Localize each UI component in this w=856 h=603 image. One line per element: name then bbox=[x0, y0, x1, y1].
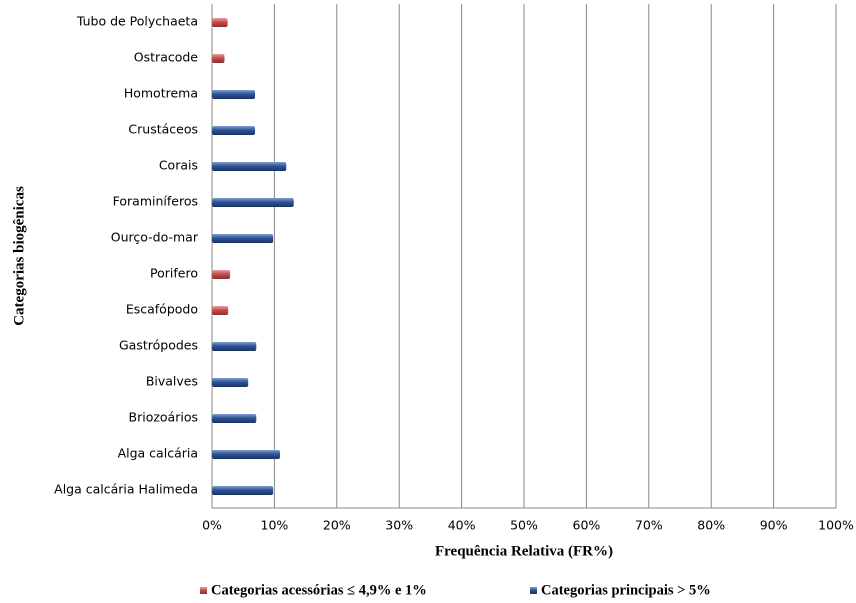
x-tick-label: 70% bbox=[635, 518, 663, 533]
bar bbox=[212, 234, 274, 243]
bar bbox=[212, 414, 257, 423]
x-tick-label: 80% bbox=[697, 518, 725, 533]
y-tick-label: Gastrópodes bbox=[119, 338, 198, 353]
legend-label: Categorias principais > 5% bbox=[541, 582, 711, 598]
x-tick-label: 10% bbox=[261, 518, 289, 533]
x-tick-label: 30% bbox=[385, 518, 413, 533]
x-tick-label: 50% bbox=[510, 518, 538, 533]
x-tick-label: 60% bbox=[573, 518, 601, 533]
y-tick-label: Bivalves bbox=[146, 374, 198, 389]
bar bbox=[212, 54, 225, 63]
y-tick-label: Briozoários bbox=[129, 410, 198, 425]
bar bbox=[212, 90, 256, 99]
y-tick-label: Foraminíferos bbox=[113, 194, 198, 209]
y-tick-label: Homotrema bbox=[124, 86, 198, 101]
x-tick-label: 100% bbox=[818, 518, 854, 533]
x-tick-label: 90% bbox=[760, 518, 788, 533]
bar bbox=[212, 306, 229, 315]
y-tick-label: Escafópodo bbox=[126, 302, 198, 317]
x-tick-label: 0% bbox=[202, 518, 222, 533]
x-axis-label: Frequência Relativa (FR%) bbox=[435, 543, 613, 559]
y-axis-label: Categorias biogênicas bbox=[11, 186, 27, 326]
y-tick-label: Ourço-do-mar bbox=[111, 230, 199, 245]
y-tick-label: Ostracode bbox=[134, 50, 199, 65]
bar bbox=[212, 18, 228, 27]
x-tick-label: 20% bbox=[323, 518, 351, 533]
x-tick-label: 40% bbox=[448, 518, 476, 533]
bar bbox=[212, 126, 256, 135]
bar bbox=[212, 162, 287, 171]
y-tick-label: Tubo de Polychaeta bbox=[76, 14, 198, 29]
bar bbox=[212, 486, 274, 495]
y-tick-label: Alga calcária Halimeda bbox=[54, 482, 198, 497]
legend-label: Categorias acessórias ≤ 4,9% e 1% bbox=[211, 582, 427, 598]
y-tick-label: Porifero bbox=[150, 266, 198, 281]
bar bbox=[212, 450, 281, 459]
bar bbox=[212, 198, 294, 207]
bar bbox=[212, 342, 257, 351]
y-tick-label: Alga calcária bbox=[118, 446, 198, 461]
y-tick-label: Corais bbox=[159, 158, 198, 173]
bar bbox=[212, 378, 249, 387]
legend-swatch bbox=[530, 587, 537, 594]
y-tick-label: Crustáceos bbox=[128, 122, 198, 137]
legend-swatch bbox=[200, 587, 207, 594]
bar bbox=[212, 270, 231, 279]
